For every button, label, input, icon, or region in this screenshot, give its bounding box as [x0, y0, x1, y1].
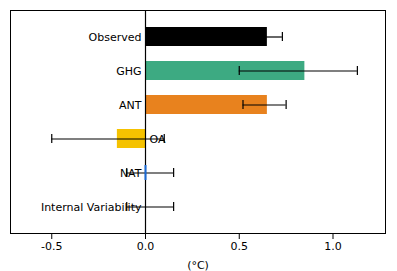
svg-text:1.0: 1.0: [324, 240, 342, 253]
svg-text:Internal Variability: Internal Variability: [41, 201, 142, 214]
svg-text:0.5: 0.5: [231, 240, 249, 253]
svg-text:0.0: 0.0: [137, 240, 155, 253]
svg-text:GHG: GHG: [116, 65, 141, 78]
svg-text:OA: OA: [150, 133, 166, 146]
svg-text:(°C): (°C): [187, 259, 209, 271]
svg-text:Observed: Observed: [89, 31, 142, 44]
svg-text:ANT: ANT: [119, 99, 142, 112]
svg-text:NAT: NAT: [120, 167, 142, 180]
svg-text:-0.5: -0.5: [41, 240, 62, 253]
